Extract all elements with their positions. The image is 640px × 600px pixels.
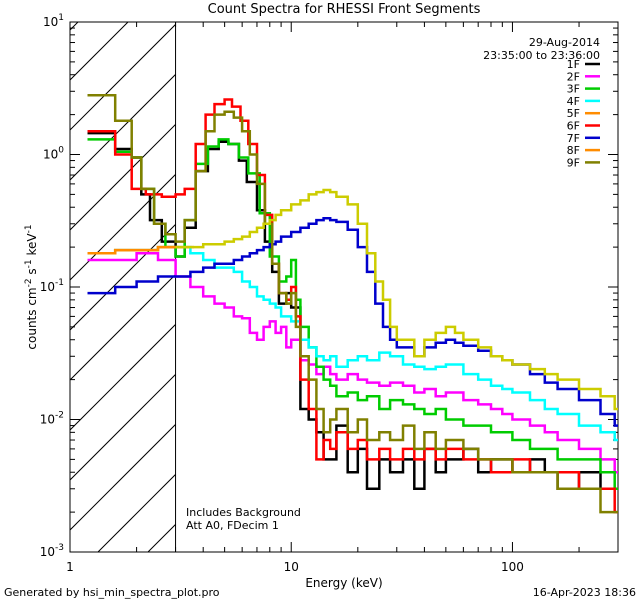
x-tick-label: 1 [66, 560, 74, 574]
series-line-1f [87, 131, 618, 491]
time-range-label: 23:35:00 to 23:36:00 [483, 49, 600, 62]
annotation-background: Includes Background [186, 506, 301, 519]
hatch-line [70, 23, 176, 131]
excluded-region-hatch [70, 22, 176, 552]
series-line-6f [87, 98, 618, 514]
y-tick-base: 10 [43, 15, 58, 29]
axis-ticks [69, 21, 619, 553]
y-axis-label-sup-3: -1 [24, 224, 34, 233]
y-tick-exponent: 1 [58, 13, 64, 23]
hatch-line [70, 73, 176, 181]
generated-by-footer: Generated by hsi_min_spectra_plot.pro [4, 586, 220, 599]
date-label: 29-Aug-2014 [529, 36, 600, 49]
y-axis-label-part-a: counts cm [25, 287, 39, 349]
y-tick-label: 101 [43, 13, 64, 29]
series-line-3f [87, 138, 618, 491]
legend-label-3f: 3F [567, 83, 580, 96]
legend-label-7f: 7F [567, 132, 580, 145]
series-line-7f [87, 217, 618, 427]
series-lines [87, 94, 618, 514]
chart-title: Count Spectra for RHESSI Front Segments [208, 2, 481, 17]
y-tick-label: 10-3 [40, 543, 64, 559]
y-axis-label-sup-1: -2 [24, 278, 34, 287]
series-line-4f [87, 245, 618, 442]
legend-label-9f: 9F [567, 156, 580, 169]
y-tick-label: 100 [43, 146, 64, 162]
legend-label-5f: 5F [567, 107, 580, 120]
x-tick-label: 100 [501, 560, 524, 574]
legend-label-8f: 8F [567, 144, 580, 157]
hatch-line [70, 373, 176, 481]
y-tick-base: 10 [40, 413, 55, 427]
y-tick-label: 10-1 [40, 278, 64, 294]
series-line-9f [87, 94, 618, 514]
y-tick-exponent: -3 [55, 543, 64, 553]
x-tick-label: 10 [284, 560, 299, 574]
x-axis-label: Energy (keV) [305, 576, 382, 590]
y-tick-label: 10-2 [40, 411, 64, 427]
y-axis-label-part-b: s [25, 268, 39, 278]
series-line-9 [175, 188, 618, 411]
annotation-attenuator: Att A0, FDecim 1 [186, 519, 279, 532]
legend-label-2f: 2F [567, 70, 580, 83]
series-line-2f [87, 251, 618, 474]
hatch-line [70, 22, 129, 81]
hatch-line [70, 423, 176, 531]
y-axis-label-sup-2: -1 [24, 259, 34, 268]
y-tick-exponent: 0 [58, 146, 64, 156]
y-tick-exponent: -2 [55, 411, 64, 421]
y-axis-label-part-c: keV [25, 233, 39, 260]
timestamp-footer: 16-Apr-2023 18:36 [533, 586, 636, 599]
hatch-line [70, 223, 176, 331]
legend-label-1f: 1F [567, 58, 580, 71]
legend-label-6f: 6F [567, 120, 580, 133]
y-tick-base: 10 [40, 280, 55, 294]
x-tick-labels: 1 10 100 [66, 560, 524, 574]
legend-label-4f: 4F [567, 95, 580, 108]
hatch-line [70, 273, 176, 381]
y-tick-base: 10 [40, 545, 55, 559]
y-tick-exponent: -1 [55, 278, 64, 288]
y-axis-label: counts cm-2 s-1 keV-1 [24, 224, 39, 349]
series-line-8f [87, 245, 180, 255]
y-tick-base: 10 [43, 148, 58, 162]
